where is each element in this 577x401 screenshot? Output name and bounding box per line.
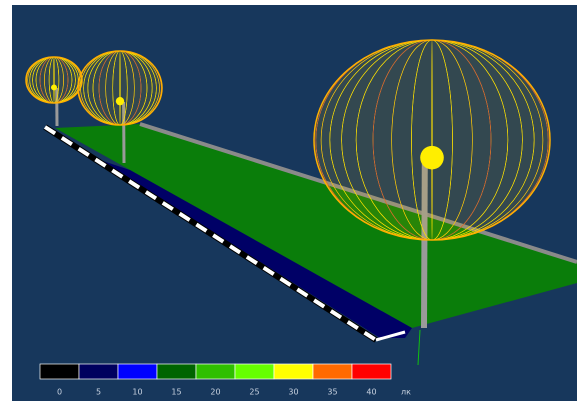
light-outline bbox=[25, 56, 83, 104]
legend-tick-label: 25 bbox=[249, 388, 259, 397]
legend-swatch bbox=[156, 363, 197, 380]
legend-unit: лк bbox=[401, 388, 411, 397]
legend-tick-label: 0 bbox=[57, 388, 62, 397]
axis-line bbox=[417, 329, 421, 366]
legend-tick-label: 15 bbox=[171, 388, 181, 397]
legend-tick-label: 30 bbox=[288, 388, 298, 397]
ground-plane bbox=[55, 124, 577, 328]
legend-tick-label: 40 bbox=[366, 388, 376, 397]
legend-swatch bbox=[39, 363, 80, 380]
legend-swatch bbox=[312, 363, 353, 380]
legend-swatch bbox=[78, 363, 119, 380]
lamp bbox=[313, 39, 551, 329]
legend-tick-label: 5 bbox=[96, 388, 101, 397]
lamp bbox=[77, 50, 163, 164]
legend-swatch bbox=[234, 363, 275, 380]
legend-swatch bbox=[195, 363, 236, 380]
legend-tick-label: 35 bbox=[327, 388, 337, 397]
lamps bbox=[25, 39, 551, 329]
legend-tick-label: 20 bbox=[210, 388, 220, 397]
road-strip bbox=[100, 160, 412, 338]
legend-swatch bbox=[273, 363, 314, 380]
legend-swatch bbox=[351, 363, 392, 380]
lamp-pole bbox=[421, 159, 428, 329]
lamp-bulb bbox=[420, 145, 444, 170]
legend-tick-label: 10 bbox=[132, 388, 142, 397]
lamp-bulb bbox=[51, 84, 57, 91]
curb bbox=[139, 122, 577, 264]
light-outline bbox=[313, 39, 551, 241]
light-outline bbox=[77, 50, 163, 126]
color-legend: лк 0 5 10 15 20 25 30 35 40 bbox=[39, 363, 411, 397]
lamp-bulb bbox=[115, 96, 125, 106]
legend-swatch bbox=[117, 363, 158, 380]
road-marking bbox=[43, 125, 378, 342]
road-marking bbox=[375, 330, 406, 342]
